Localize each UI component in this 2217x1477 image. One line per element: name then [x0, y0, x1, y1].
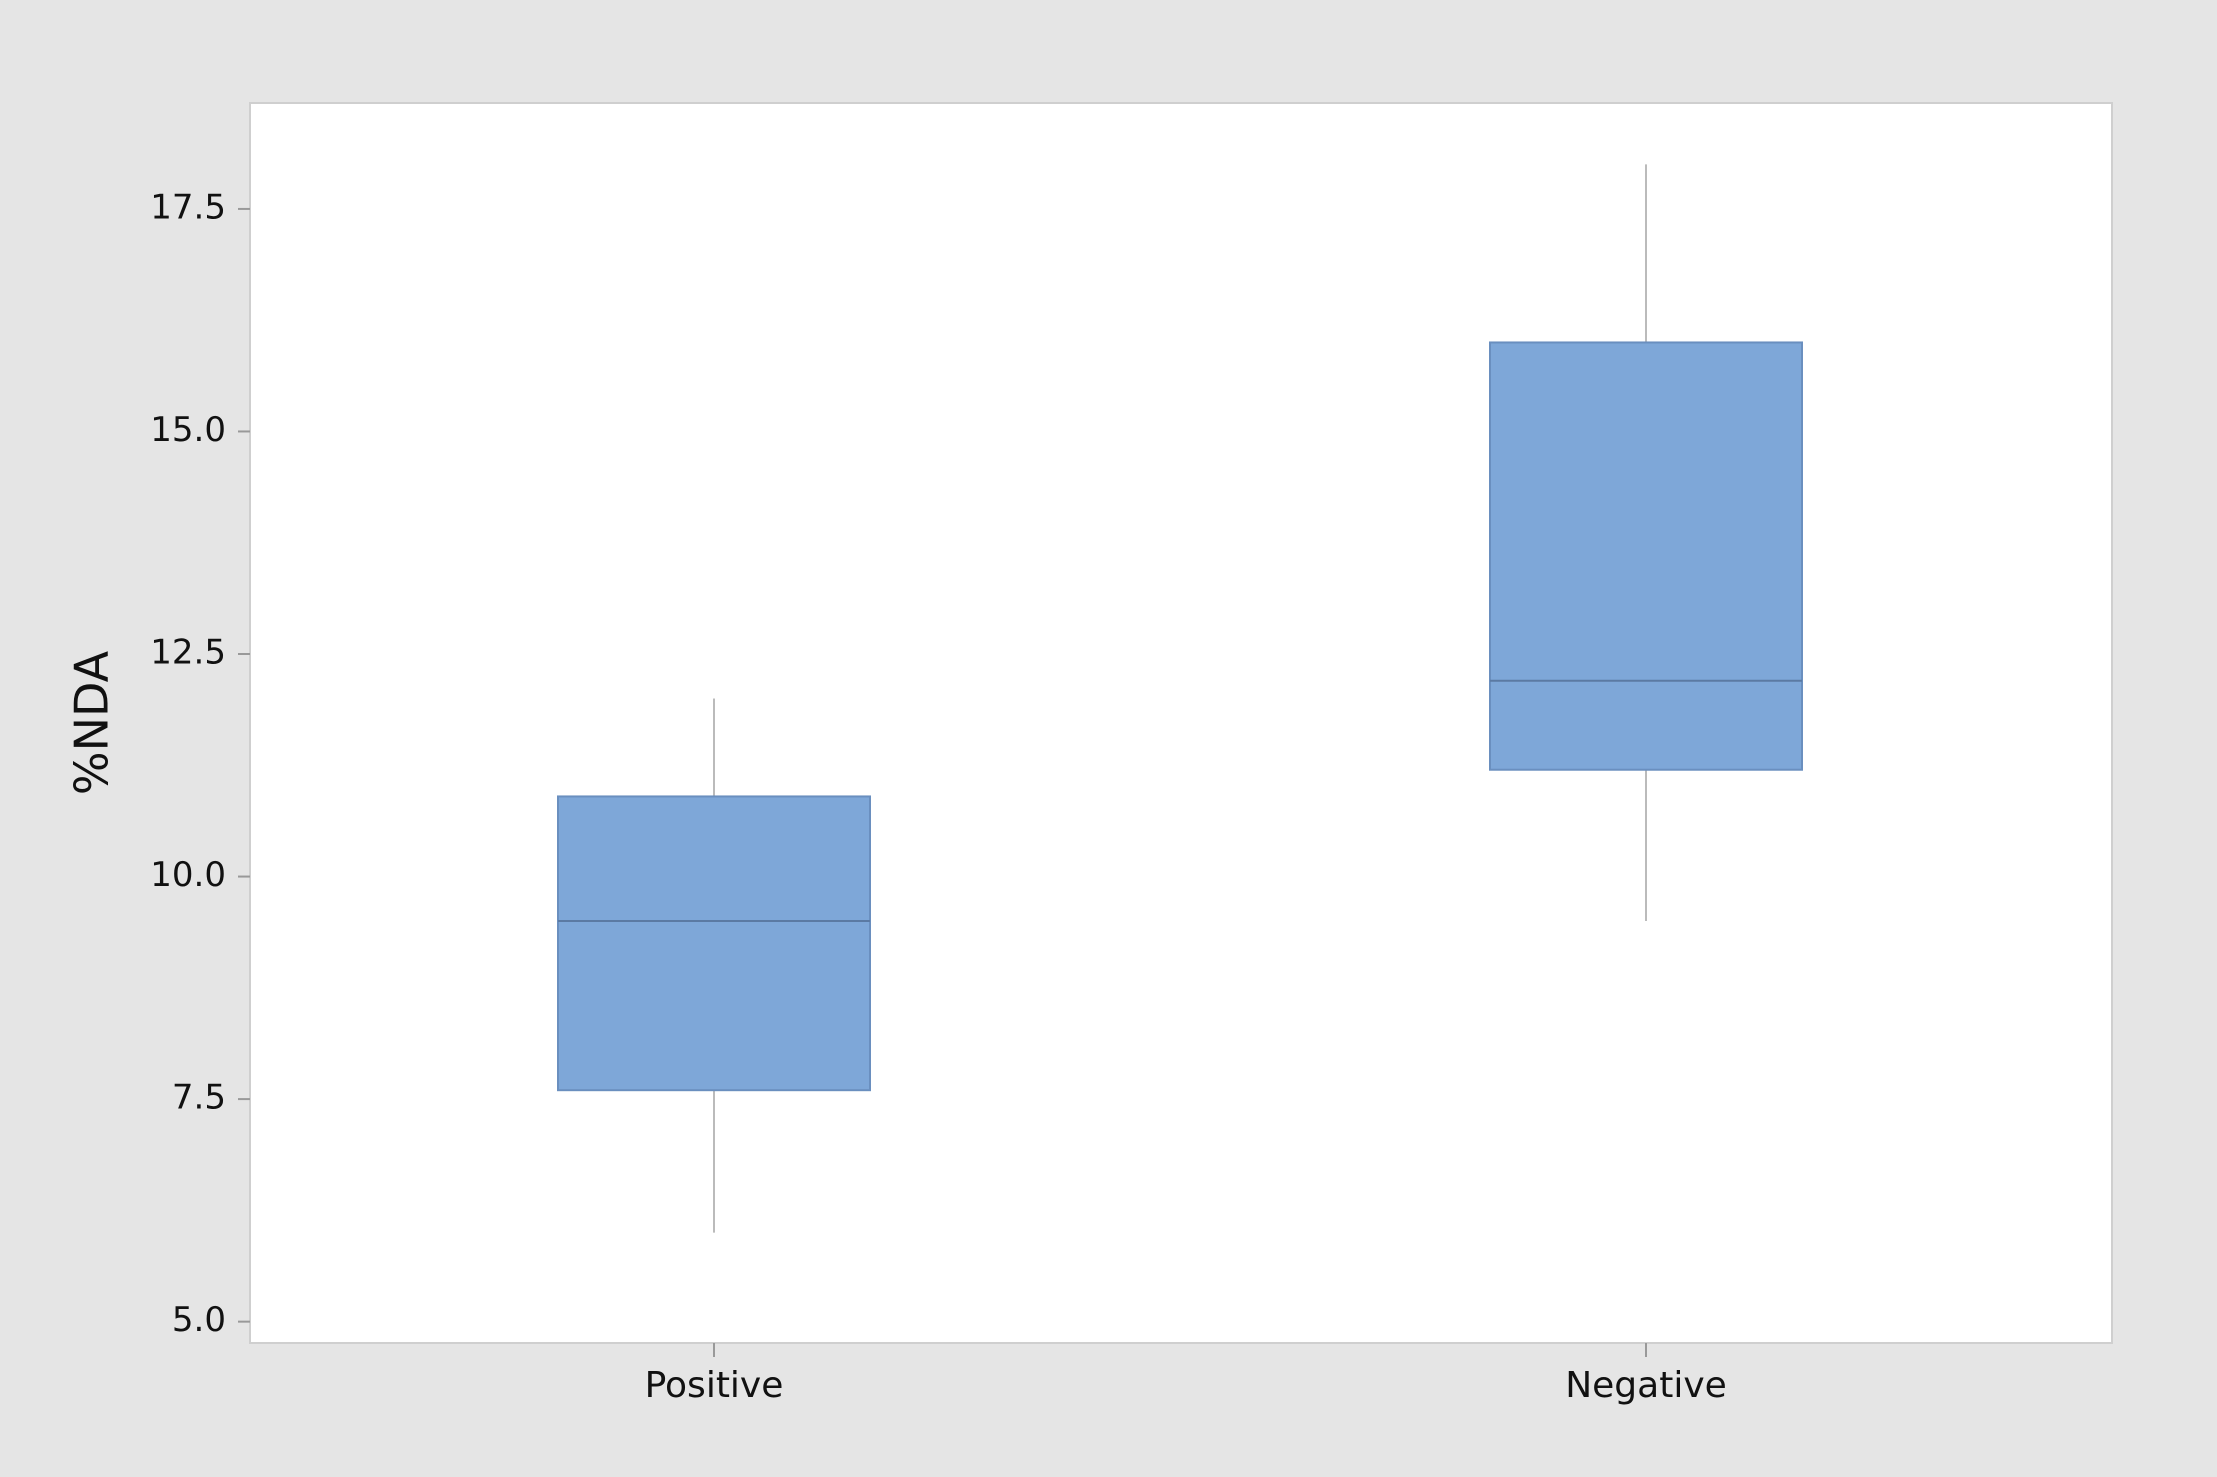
y-tick-label: 15.0 [150, 410, 226, 450]
box [557, 795, 871, 1092]
x-tick-label: Positive [645, 1365, 784, 1406]
y-tick-label: 12.5 [150, 633, 226, 673]
x-tick-label: Negative [1565, 1365, 1727, 1406]
plot-area [249, 102, 2113, 1344]
y-tick-label: 5.0 [172, 1300, 226, 1340]
box [1489, 341, 1803, 771]
y-tick-label: 10.0 [150, 855, 226, 895]
y-tick-label: 7.5 [172, 1078, 226, 1118]
y-axis-label: %NDA [65, 650, 119, 795]
y-tick-label: 17.5 [150, 187, 226, 227]
